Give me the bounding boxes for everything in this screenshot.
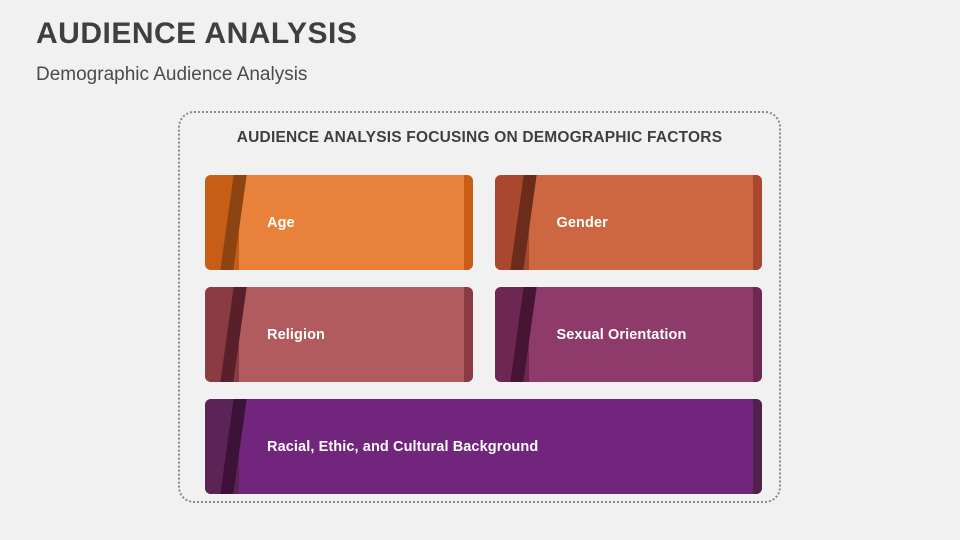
page-subtitle: Demographic Audience Analysis <box>36 64 308 85</box>
factor-card-label: Gender <box>556 214 608 231</box>
factor-card-gender[interactable]: Gender <box>494 175 762 270</box>
factor-card-label: Religion <box>267 326 325 343</box>
card-right-edge <box>753 399 762 494</box>
demographic-factor-card-grid: Age Gender Religion Sexual Orientation <box>205 175 762 494</box>
card-right-edge <box>463 175 473 270</box>
factor-card-age[interactable]: Age <box>205 175 473 270</box>
card-right-edge <box>753 287 762 382</box>
factor-card-racial-ethnic-cultural-background[interactable]: Racial, Ethic, and Cultural Background <box>205 399 762 494</box>
diagram-frame: AUDIENCE ANALYSIS FOCUSING ON DEMOGRAPHI… <box>178 111 781 503</box>
page-title: AUDIENCE ANALYSIS <box>36 17 358 50</box>
card-row-1: Age Gender <box>205 175 762 270</box>
factor-card-sexual-orientation[interactable]: Sexual Orientation <box>494 287 762 382</box>
card-right-edge <box>463 287 473 382</box>
factor-card-label: Racial, Ethic, and Cultural Background <box>267 438 539 455</box>
card-row-3: Racial, Ethic, and Cultural Background <box>205 399 762 494</box>
factor-card-religion[interactable]: Religion <box>205 287 473 382</box>
card-row-2: Religion Sexual Orientation <box>205 287 762 382</box>
card-right-edge <box>753 175 762 270</box>
slide-header: AUDIENCE ANALYSIS Demographic Audience A… <box>36 16 736 87</box>
diagram-heading: AUDIENCE ANALYSIS FOCUSING ON DEMOGRAPHI… <box>236 129 723 146</box>
factor-card-label: Age <box>267 214 295 231</box>
factor-card-label: Sexual Orientation <box>556 326 687 343</box>
